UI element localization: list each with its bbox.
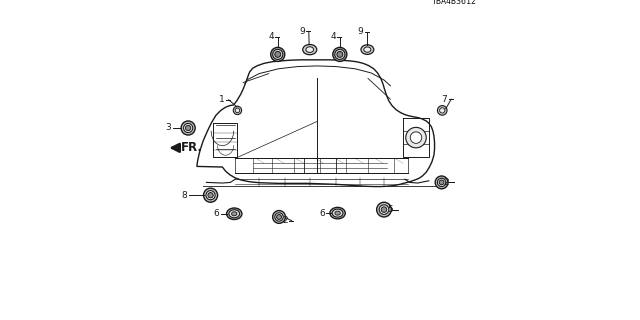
Text: TBA4B3612: TBA4B3612: [432, 0, 477, 6]
Ellipse shape: [306, 47, 314, 52]
Circle shape: [234, 106, 242, 115]
Text: 4: 4: [268, 32, 274, 41]
Circle shape: [435, 176, 448, 189]
Text: 9: 9: [358, 28, 364, 36]
Circle shape: [181, 121, 195, 135]
Text: 2: 2: [282, 216, 288, 225]
Circle shape: [376, 202, 392, 217]
Circle shape: [439, 180, 444, 185]
Ellipse shape: [332, 209, 343, 217]
Circle shape: [186, 125, 191, 131]
Text: 8: 8: [182, 191, 188, 200]
Text: 9: 9: [300, 27, 305, 36]
Text: FR.: FR.: [181, 141, 203, 154]
Ellipse shape: [361, 45, 374, 54]
Ellipse shape: [335, 211, 340, 215]
Ellipse shape: [303, 44, 317, 55]
Circle shape: [208, 193, 213, 198]
Text: 2: 2: [444, 178, 449, 187]
Text: 7: 7: [442, 95, 447, 104]
Circle shape: [333, 47, 347, 61]
Circle shape: [438, 106, 447, 115]
Circle shape: [406, 127, 426, 148]
Ellipse shape: [330, 207, 346, 219]
Circle shape: [271, 47, 285, 61]
Circle shape: [440, 108, 445, 113]
Circle shape: [273, 211, 285, 223]
Text: 1: 1: [220, 95, 225, 104]
Circle shape: [335, 49, 345, 60]
Circle shape: [276, 214, 282, 220]
Circle shape: [275, 213, 283, 221]
Text: 5: 5: [387, 205, 393, 214]
Circle shape: [184, 124, 193, 132]
Text: 6: 6: [214, 209, 220, 218]
Circle shape: [275, 52, 281, 57]
Text: 4: 4: [330, 32, 336, 41]
Text: 6: 6: [319, 209, 325, 218]
Ellipse shape: [227, 208, 242, 220]
Text: 3: 3: [166, 124, 172, 132]
Circle shape: [337, 52, 343, 57]
Ellipse shape: [229, 210, 239, 218]
Circle shape: [380, 205, 388, 214]
Ellipse shape: [232, 212, 237, 216]
Circle shape: [438, 178, 446, 187]
Circle shape: [204, 188, 218, 202]
Polygon shape: [197, 60, 435, 187]
Circle shape: [381, 207, 387, 212]
Circle shape: [235, 108, 240, 113]
Ellipse shape: [364, 47, 371, 52]
Circle shape: [273, 49, 283, 60]
Circle shape: [410, 132, 422, 143]
Circle shape: [206, 191, 215, 200]
